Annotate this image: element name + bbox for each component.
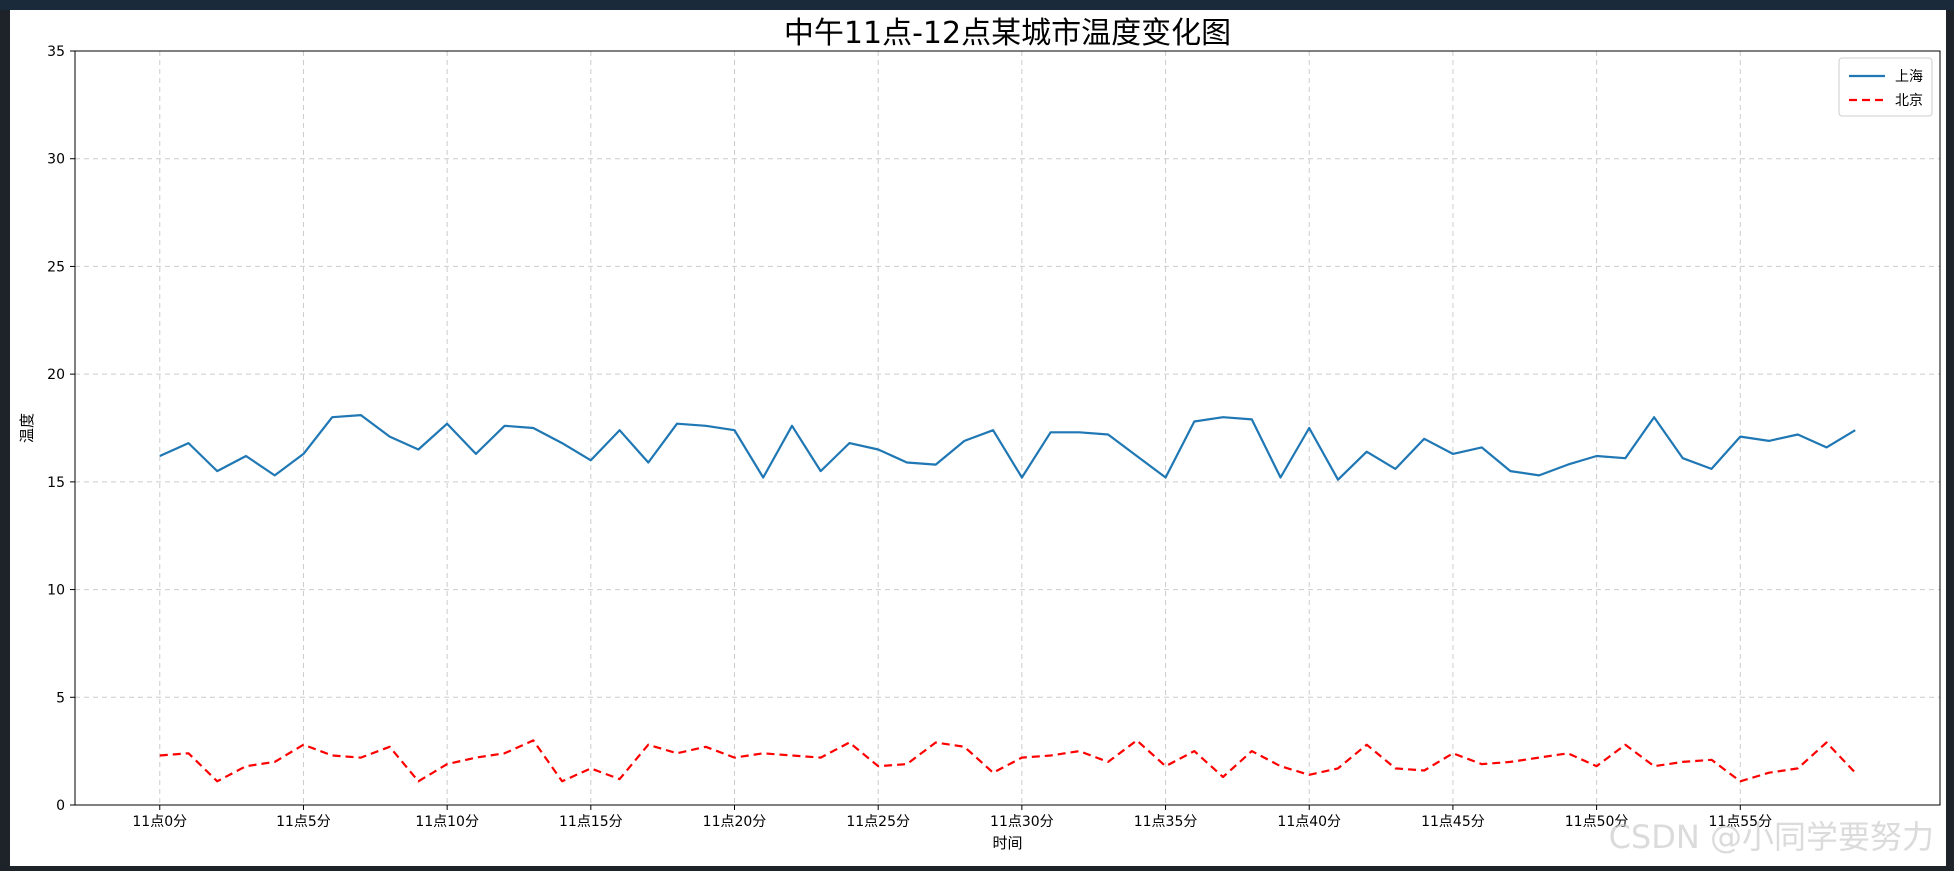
series-line-1 bbox=[159, 739, 1856, 783]
x-tick-label: 11点55分 bbox=[1708, 814, 1772, 830]
grid-lines bbox=[75, 50, 1940, 806]
y-tick-label: 35 bbox=[47, 44, 65, 60]
x-tick-label: 11点20分 bbox=[703, 814, 767, 830]
series-line-0 bbox=[159, 414, 1856, 481]
x-tick-label: 11点50分 bbox=[1565, 814, 1629, 830]
x-tick-label: 11点45分 bbox=[1421, 814, 1485, 830]
x-tick-label: 11点10分 bbox=[415, 814, 479, 830]
y-axis-label: 温度 bbox=[18, 413, 36, 443]
x-tick-label: 11点30分 bbox=[990, 814, 1054, 830]
watermark: CSDN @小同学要努力 bbox=[1608, 818, 1934, 856]
y-tick-label: 15 bbox=[47, 475, 65, 491]
y-tick-label: 5 bbox=[56, 690, 65, 706]
line-chart: 中午11点-12点某城市温度变化图 时间 温度 11点0分 11点5分 11点10分… bbox=[18, 16, 1941, 852]
y-tick-label: 10 bbox=[47, 583, 65, 599]
x-tick-label: 11点35分 bbox=[1134, 814, 1198, 830]
chart-title: 中午11点-12点某城市温度变化图 bbox=[784, 16, 1231, 51]
legend-label-1: 北京 bbox=[1895, 93, 1923, 109]
legend-box bbox=[1838, 57, 1933, 117]
x-tick-label: 11点25分 bbox=[846, 814, 910, 830]
x-axis-label: 时间 bbox=[992, 834, 1022, 852]
y-tick-label: 20 bbox=[47, 367, 65, 383]
y-tick-label: 0 bbox=[56, 798, 65, 814]
legend-label-0: 上海 bbox=[1895, 69, 1923, 85]
chart-figure: 中午11点-12点某城市温度变化图 时间 温度 11点0分 11点5分 11点10分… bbox=[10, 10, 1946, 866]
x-tick-label: 11点15分 bbox=[559, 814, 623, 830]
plot-frame bbox=[74, 50, 1941, 806]
tick-labels: 11点0分 11点5分 11点10分 11点15分 11点20分 11点25分 11点30分… bbox=[47, 44, 1772, 830]
y-tick-label: 25 bbox=[47, 259, 65, 275]
window-top-strip bbox=[0, 0, 1954, 10]
y-tick-label: 30 bbox=[47, 152, 65, 168]
x-tick-label: 11点0分 bbox=[132, 814, 187, 830]
series-lines bbox=[159, 414, 1856, 783]
x-tick-label: 11点5分 bbox=[276, 814, 331, 830]
axes bbox=[70, 50, 1941, 810]
x-tick-label: 11点40分 bbox=[1277, 814, 1341, 830]
